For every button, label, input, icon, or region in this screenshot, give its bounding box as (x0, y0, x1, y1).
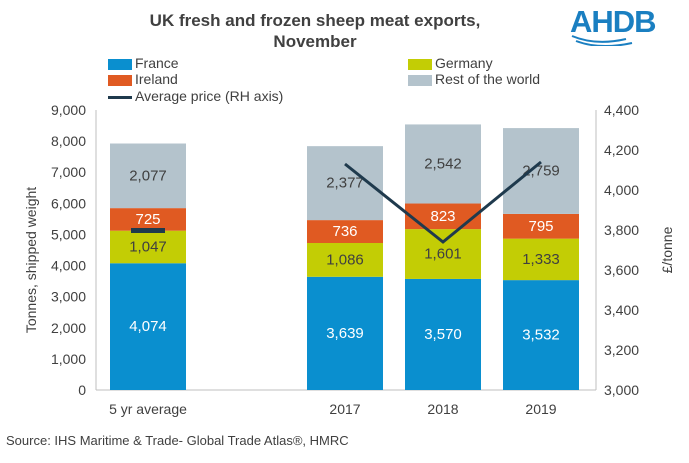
data-label-france-2: 3,570 (424, 326, 462, 343)
data-label-ireland-0: 725 (135, 211, 160, 228)
data-label-france-0: 4,074 (129, 318, 167, 335)
legend-swatch-ireland (108, 75, 132, 86)
y-axis-title: Tonnes, shipped weight (23, 187, 39, 333)
y2-tick-label-2: 3,400 (604, 302, 639, 318)
bar-germany-2 (405, 229, 481, 279)
y-tick-label-4: 4,000 (51, 258, 86, 274)
x-tick-label-3: 2019 (525, 401, 556, 417)
y-tick-label-5: 5,000 (51, 226, 86, 242)
data-label-germany-0: 1,047 (129, 238, 167, 255)
y-tick-label-0: 0 (78, 382, 86, 398)
legend-line-average-price (108, 96, 132, 99)
y-tick-label-6: 6,000 (51, 195, 86, 211)
data-label-ireland-1: 736 (332, 223, 357, 240)
y-tick-label-7: 7,000 (51, 164, 86, 180)
bar-rest-of-the-world-3 (503, 128, 579, 214)
data-label-france-1: 3,639 (326, 325, 364, 342)
legend-label-ireland: Ireland (135, 71, 178, 87)
data-label-rest-of-the-world-0: 2,077 (129, 167, 167, 184)
data-label-germany-1: 1,086 (326, 251, 364, 268)
data-label-germany-2: 1,601 (424, 246, 462, 263)
bar-ireland-0 (110, 208, 186, 231)
y2-axis-title: £/tonne (659, 226, 675, 273)
bar-rest-of-the-world-2 (405, 124, 481, 204)
data-label-rest-of-the-world-3: 2,759 (522, 162, 560, 179)
x-tick-label-2: 2018 (427, 401, 458, 417)
chart-title: UK fresh and frozen sheep meat exports, … (95, 10, 535, 52)
bar-ireland-3 (503, 213, 579, 239)
source-note: Source: IHS Maritime & Trade- Global Tra… (6, 433, 349, 448)
bar-germany-0 (110, 230, 186, 264)
legend-label-rest-of-world: Rest of the world (435, 71, 541, 87)
y-tick-label-3: 3,000 (51, 289, 86, 305)
bar-germany-3 (503, 238, 579, 281)
y-tick-label-9: 9,000 (51, 102, 86, 118)
data-label-france-3: 3,532 (522, 327, 560, 344)
bar-france-0 (110, 263, 186, 390)
y2-tick-label-1: 3,200 (604, 342, 639, 358)
legend-swatch-rest-of-world (408, 75, 432, 86)
legend-label-germany: Germany (435, 55, 493, 71)
bar-ireland-2 (405, 203, 481, 230)
legend-label-average-price: Average price (RH axis) (135, 88, 284, 104)
chart-title-line-2: November (273, 32, 357, 51)
chart-title-line-1: UK fresh and frozen sheep meat exports, (149, 11, 481, 30)
y2-tick-label-4: 3,800 (604, 222, 639, 238)
y-tick-label-8: 8,000 (51, 133, 86, 149)
bar-rest-of-the-world-0 (110, 143, 186, 209)
y2-tick-label-0: 3,000 (604, 382, 639, 398)
bar-ireland-1 (307, 220, 383, 243)
average-price-marker-5yr (131, 228, 165, 233)
bar-germany-1 (307, 243, 383, 277)
x-tick-label-0: 5 yr average (109, 401, 187, 417)
y2-tick-label-5: 4,000 (604, 182, 639, 198)
y-tick-label-2: 2,000 (51, 320, 86, 336)
bar-france-2 (405, 278, 481, 390)
bar-france-1 (307, 276, 383, 390)
y2-tick-label-6: 4,200 (604, 142, 639, 158)
legend-swatch-germany (408, 59, 432, 70)
data-label-rest-of-the-world-1: 2,377 (326, 175, 364, 192)
legend-label-france: France (135, 55, 179, 71)
bar-france-3 (503, 280, 579, 390)
y2-tick-label-7: 4,400 (604, 102, 639, 118)
data-label-germany-3: 1,333 (522, 251, 560, 268)
x-tick-label-1: 2017 (329, 401, 360, 417)
data-label-ireland-3: 795 (528, 218, 553, 235)
logo-text: AHDB (570, 4, 656, 39)
legend-swatch-france (108, 59, 132, 70)
data-label-ireland-2: 823 (430, 208, 455, 225)
y2-tick-label-3: 3,600 (604, 262, 639, 278)
data-label-rest-of-the-world-2: 2,542 (424, 155, 462, 172)
y-tick-label-1: 1,000 (51, 351, 86, 367)
ahdb-logo: AHDB (570, 4, 657, 46)
